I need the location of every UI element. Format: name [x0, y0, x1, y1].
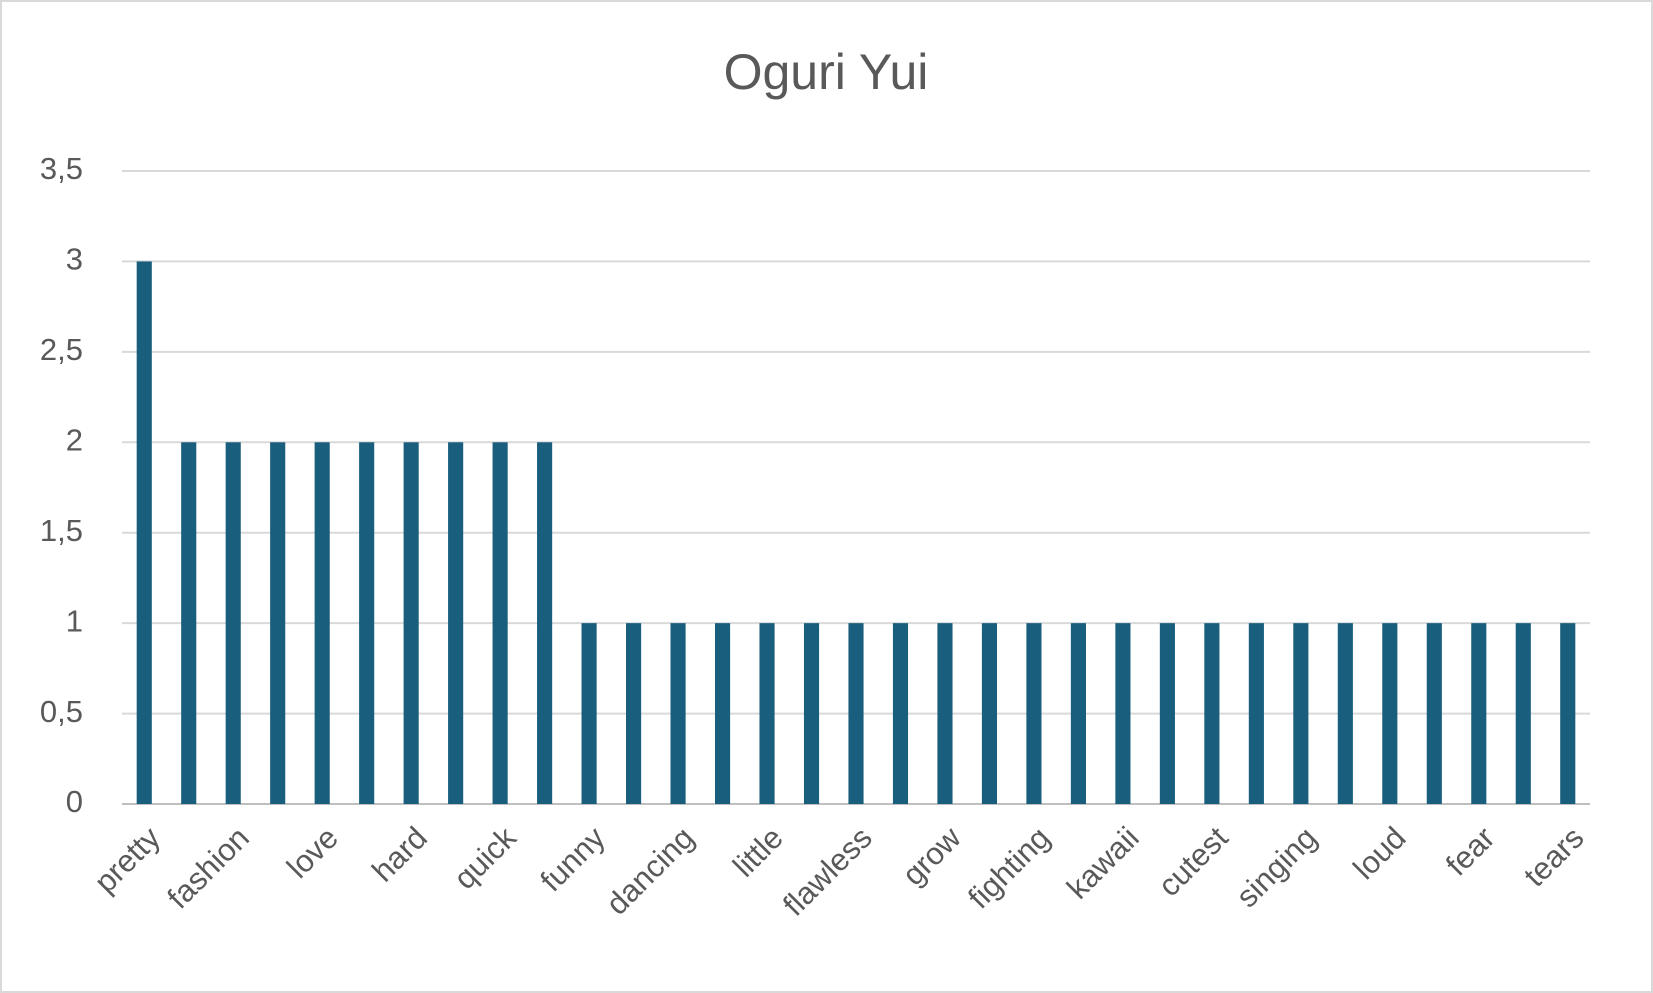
bar: [759, 623, 775, 804]
bar: [537, 442, 553, 804]
y-tick-label: 0: [66, 784, 83, 819]
y-tick-label: 0,5: [40, 694, 83, 729]
bar: [1560, 623, 1576, 804]
bar: [314, 442, 330, 804]
bar: [492, 442, 508, 804]
bar: [1159, 623, 1175, 804]
bar: [1115, 623, 1131, 804]
bar: [1204, 623, 1220, 804]
bar: [1026, 623, 1042, 804]
y-tick-label: 2: [66, 422, 83, 457]
bar: [1337, 623, 1353, 804]
bar: [981, 623, 998, 804]
bar: [136, 261, 152, 804]
bar: [670, 623, 686, 804]
bar: [359, 442, 375, 804]
y-tick-label: 2,5: [40, 332, 83, 367]
bar: [626, 623, 642, 804]
bar: [270, 442, 286, 804]
y-tick-label: 1: [66, 603, 83, 638]
bar: [403, 442, 419, 804]
bar: [581, 623, 597, 804]
bar: [1293, 623, 1309, 804]
bar: [1248, 623, 1264, 804]
bar: [1070, 623, 1086, 804]
y-tick-label: 3,5: [40, 151, 83, 186]
bar: [714, 623, 731, 804]
y-tick-label: 3: [66, 242, 83, 277]
bar: [1426, 623, 1442, 804]
y-tick-label: 1,5: [40, 513, 83, 548]
bar: [803, 623, 820, 804]
chart-title: Oguri Yui: [724, 44, 929, 100]
bar: [892, 623, 909, 804]
bar: [1382, 623, 1398, 804]
bar: [848, 623, 864, 804]
bar: [1515, 623, 1531, 804]
bar: [448, 442, 464, 804]
bar: [1471, 623, 1487, 804]
bar: [225, 442, 241, 804]
bar: [937, 623, 953, 804]
bar: [181, 442, 197, 804]
